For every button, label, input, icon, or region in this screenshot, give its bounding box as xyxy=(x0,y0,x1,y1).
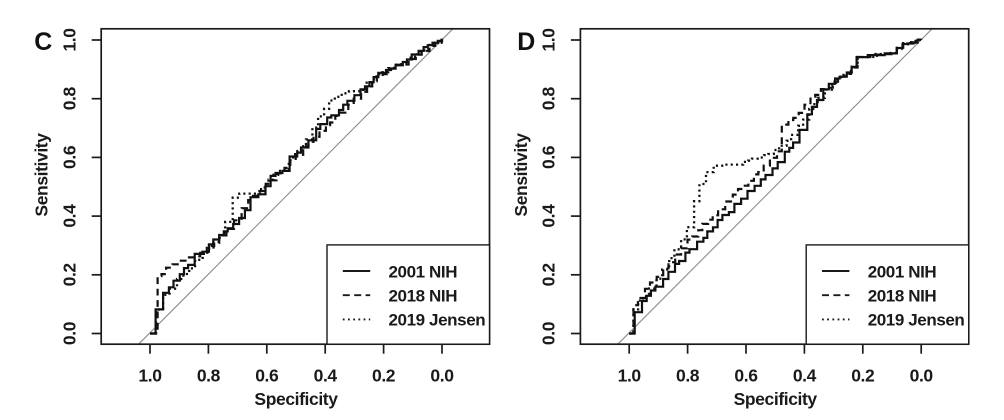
svg-text:0.4: 0.4 xyxy=(59,204,79,228)
svg-text:0.2: 0.2 xyxy=(372,366,396,386)
svg-text:0.8: 0.8 xyxy=(676,366,700,386)
svg-text:0.2: 0.2 xyxy=(851,366,875,386)
svg-text:0.8: 0.8 xyxy=(59,86,79,110)
svg-text:0.8: 0.8 xyxy=(197,366,221,386)
svg-text:0.0: 0.0 xyxy=(539,321,559,345)
svg-text:0.2: 0.2 xyxy=(59,263,79,287)
svg-text:C: C xyxy=(34,28,52,56)
svg-text:Specificity: Specificity xyxy=(254,389,338,409)
svg-text:0.4: 0.4 xyxy=(314,366,338,386)
svg-text:0.2: 0.2 xyxy=(539,263,559,287)
svg-text:D: D xyxy=(517,28,535,56)
svg-text:1.0: 1.0 xyxy=(138,366,162,386)
svg-text:0.0: 0.0 xyxy=(910,366,934,386)
svg-text:0.6: 0.6 xyxy=(539,145,559,169)
svg-text:0.6: 0.6 xyxy=(734,366,758,386)
svg-text:Specificity: Specificity xyxy=(734,389,818,409)
svg-text:0.6: 0.6 xyxy=(59,145,79,169)
svg-text:0.4: 0.4 xyxy=(539,204,559,228)
svg-text:Sensitivity: Sensitivity xyxy=(511,133,531,217)
svg-text:0.0: 0.0 xyxy=(59,321,79,345)
svg-text:1.0: 1.0 xyxy=(618,366,642,386)
svg-text:2019 Jensen: 2019 Jensen xyxy=(389,311,486,330)
svg-text:1.0: 1.0 xyxy=(59,28,79,52)
svg-text:2019 Jensen: 2019 Jensen xyxy=(868,311,965,330)
svg-text:0.0: 0.0 xyxy=(430,366,454,386)
svg-text:2001 NIH: 2001 NIH xyxy=(389,262,458,281)
svg-text:0.4: 0.4 xyxy=(793,366,817,386)
svg-text:2018 NIH: 2018 NIH xyxy=(868,287,937,306)
svg-text:0.6: 0.6 xyxy=(255,366,279,386)
svg-text:2018 NIH: 2018 NIH xyxy=(389,287,458,306)
svg-text:0.8: 0.8 xyxy=(539,86,559,110)
svg-text:Sensitivity: Sensitivity xyxy=(32,133,52,217)
svg-text:2001 NIH: 2001 NIH xyxy=(868,262,937,281)
svg-text:1.0: 1.0 xyxy=(539,28,559,52)
